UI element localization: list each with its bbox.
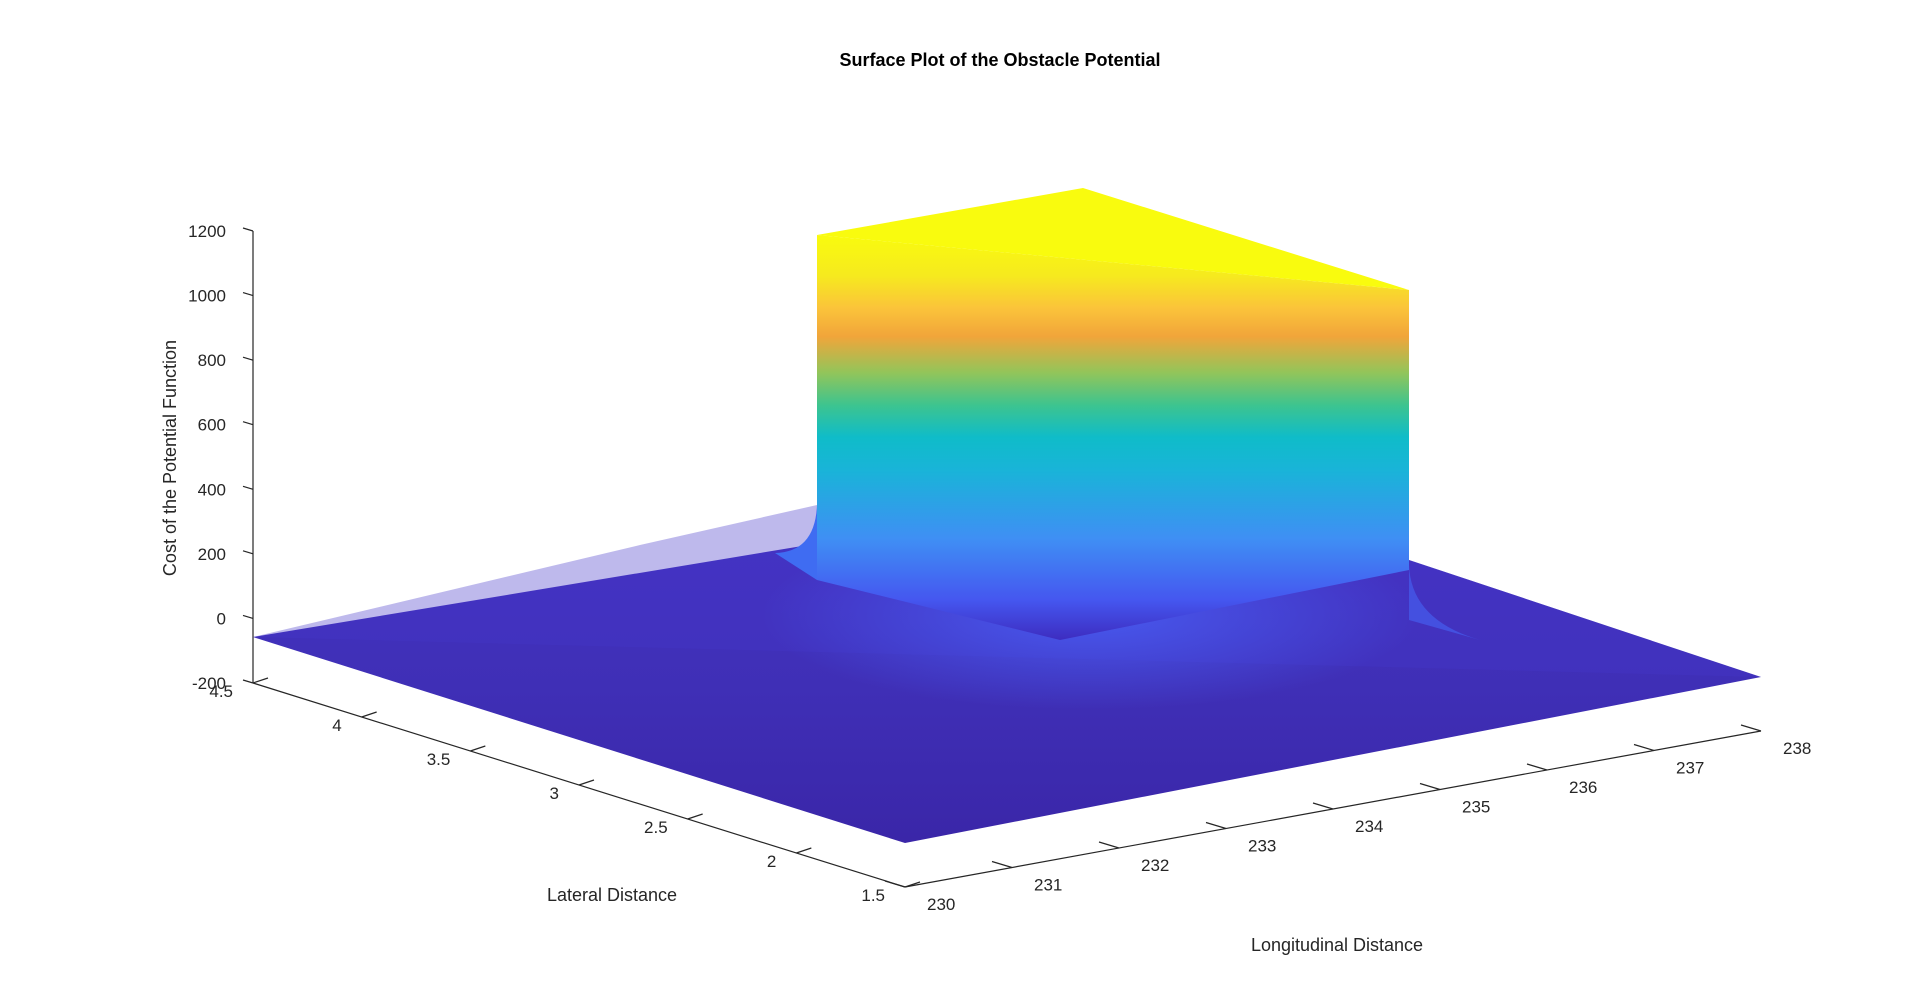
- surface-plateau-top: [817, 188, 1409, 290]
- x-axis-label: Longitudinal Distance: [1251, 935, 1423, 955]
- y-tick-label: 4.5: [209, 682, 233, 701]
- y-tick-label: 1.5: [861, 886, 885, 905]
- y-tick-label: 3.5: [427, 750, 451, 769]
- x-tick-label: 237: [1676, 759, 1704, 778]
- y-tick-label: 3: [550, 784, 559, 803]
- x-tick-mark: [1098, 841, 1120, 849]
- x-tick-label: 231: [1034, 876, 1062, 895]
- surface-front-wall: [817, 235, 1409, 640]
- y-axis: 1.5 2 2.5 3 3.5 4 4.5 Lateral Distance: [209, 677, 921, 905]
- x-tick-label: 238: [1783, 739, 1811, 758]
- x-tick-label: 232: [1141, 856, 1169, 875]
- y-tick-mark: [578, 779, 595, 786]
- surface: [253, 188, 1761, 843]
- z-tick-mark: [242, 421, 254, 426]
- surface-left-fillet: [775, 505, 817, 580]
- x-tick-mark: [1205, 821, 1227, 830]
- x-tick-mark: [1419, 782, 1441, 791]
- y-tick-mark: [687, 813, 703, 820]
- surface-right-fillet: [1409, 565, 1480, 640]
- x-tick-label: 235: [1462, 798, 1490, 817]
- y-tick-mark: [252, 677, 269, 684]
- z-tick-mark: [242, 291, 254, 297]
- x-tick-mark: [1312, 802, 1334, 810]
- x-axis: 230 231 232 233 234 235 236 237 238 Longitudinal…: [884, 724, 1811, 955]
- z-tick-label: 1200: [188, 222, 226, 241]
- chart-title: Surface Plot of the Obstacle Potential: [839, 50, 1160, 70]
- z-axis: -200 0 200 400 600 800 1000 1200 Cost of the Po…: [160, 222, 254, 693]
- z-tick-mark: [242, 614, 254, 620]
- z-tick-label: 0: [217, 609, 226, 628]
- z-tick-mark: [242, 356, 254, 361]
- z-tick-mark: [242, 679, 254, 684]
- x-tick-mark: [1740, 724, 1762, 732]
- x-tick-mark: [991, 860, 1013, 869]
- y-tick-mark: [470, 745, 486, 752]
- z-tick-label: 400: [198, 480, 226, 499]
- x-tick-mark: [1526, 763, 1548, 771]
- z-axis-label: Cost of the Potential Function: [160, 340, 180, 576]
- y-tick-mark: [361, 711, 377, 718]
- y-tick-label: 2.5: [644, 818, 668, 837]
- x-tick-label: 234: [1355, 817, 1383, 836]
- x-tick-label: 230: [927, 895, 955, 914]
- z-tick-mark: [242, 485, 254, 490]
- y-tick-label: 2: [767, 852, 776, 871]
- z-tick-label: 200: [198, 545, 226, 564]
- z-tick-mark: [242, 550, 254, 555]
- z-tick-mark: [242, 227, 254, 232]
- z-tick-label: 1000: [188, 287, 226, 306]
- x-tick-label: 236: [1569, 778, 1597, 797]
- x-tick-mark: [884, 880, 906, 888]
- z-tick-label: 600: [198, 416, 226, 435]
- y-tick-label: 4: [332, 716, 341, 735]
- x-tick-label: 233: [1248, 837, 1276, 856]
- z-tick-label: 800: [198, 351, 226, 370]
- z-tick-label: -200: [192, 674, 226, 693]
- y-axis-label: Lateral Distance: [547, 885, 677, 905]
- y-tick-mark: [796, 847, 812, 854]
- x-tick-mark: [1633, 743, 1655, 752]
